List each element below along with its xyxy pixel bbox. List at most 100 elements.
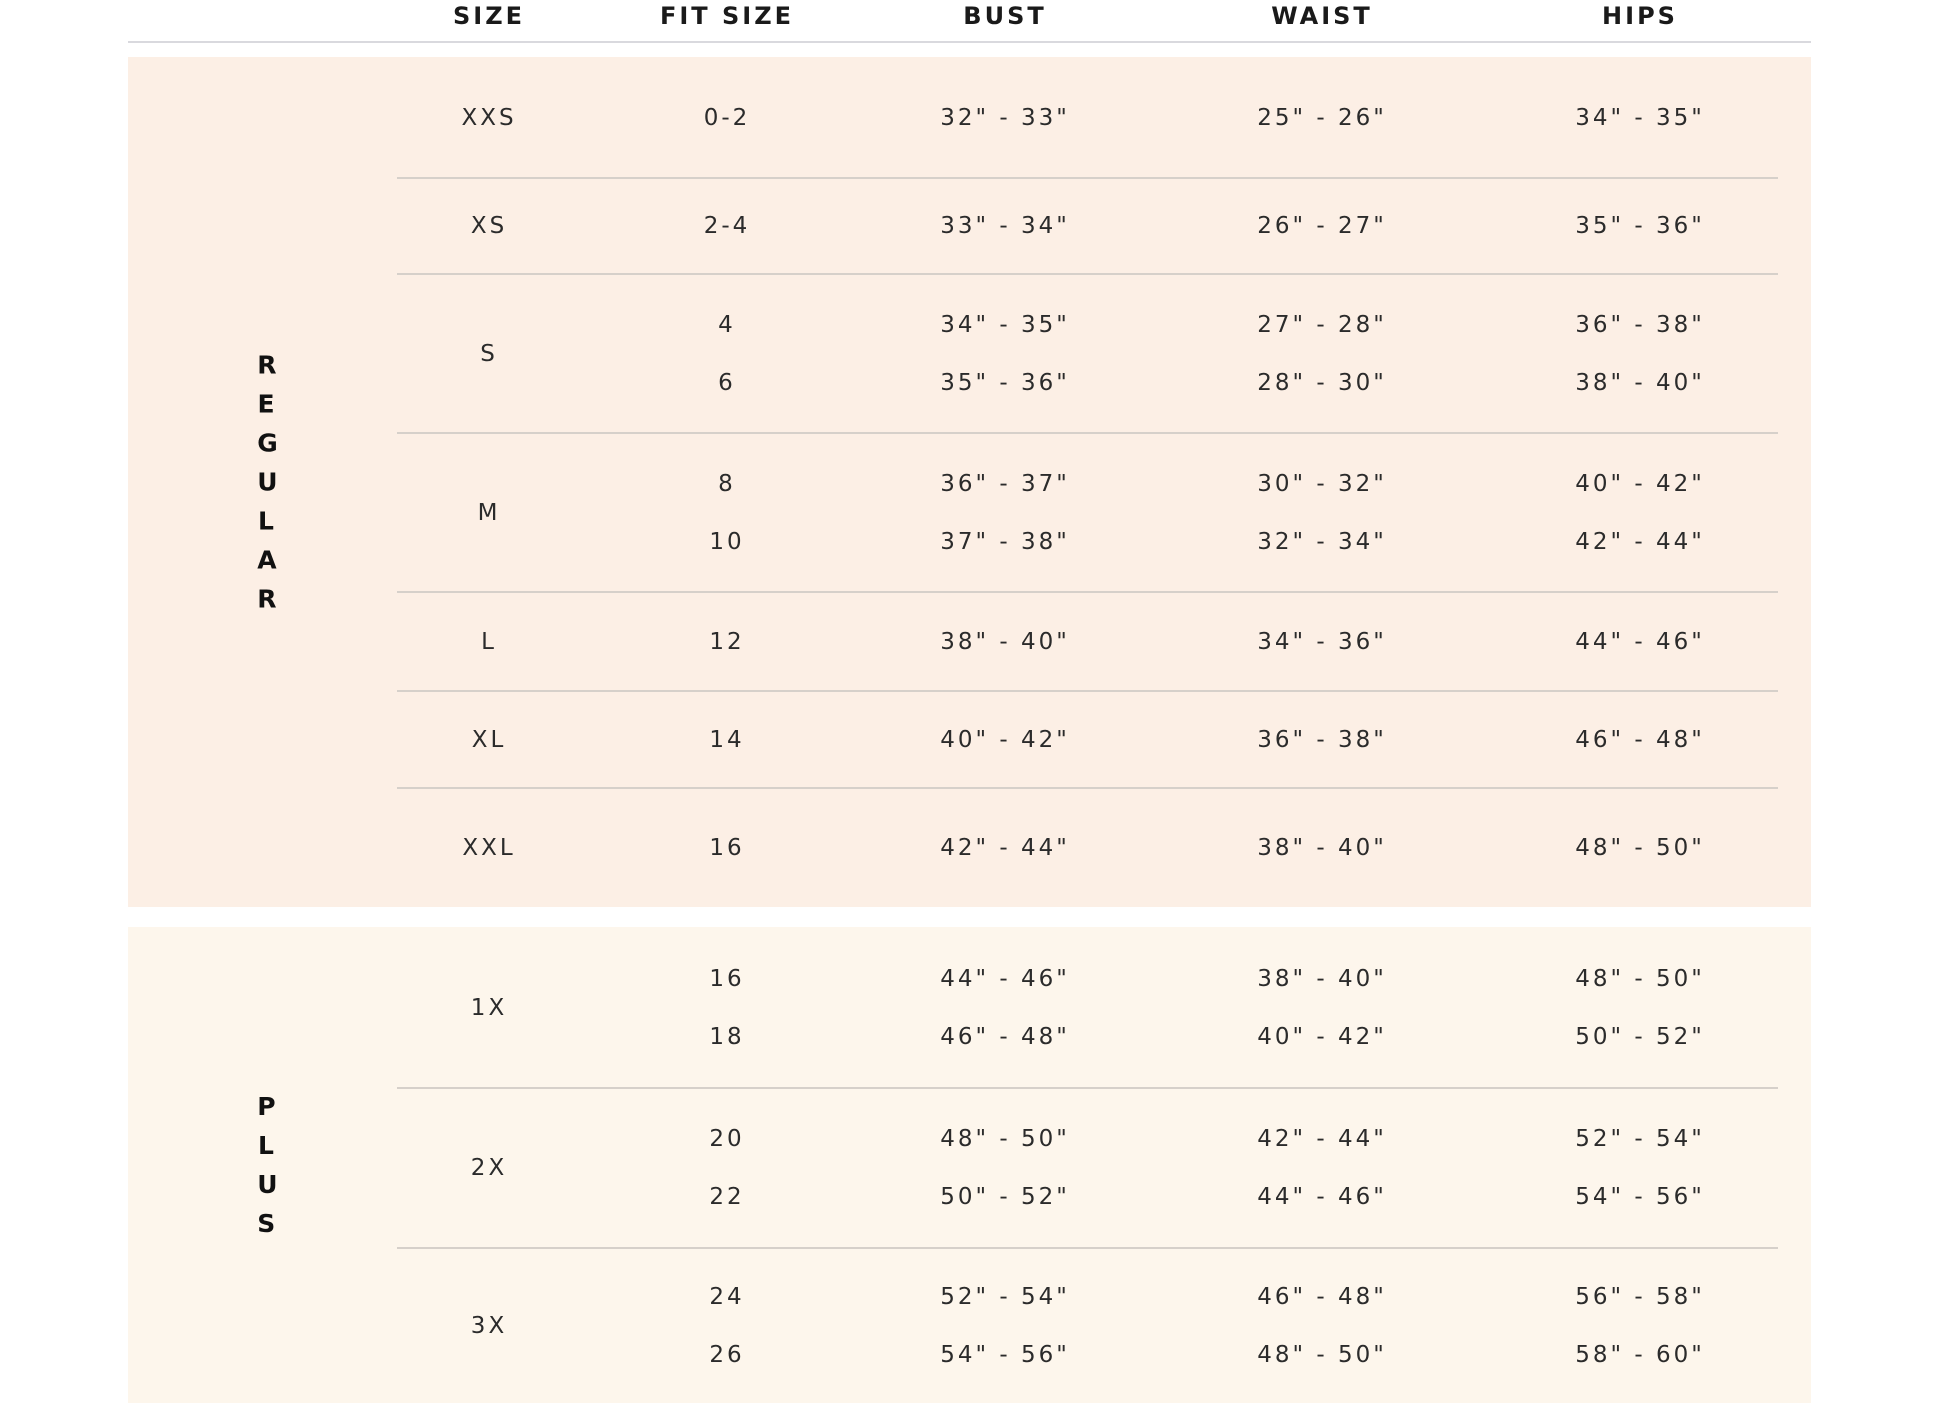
- measure-cell: 46" - 48": [1575, 727, 1705, 753]
- measure-cell: 40" - 42": [940, 727, 1070, 753]
- header-divider: [128, 41, 1811, 43]
- measure-cell: 36" - 38" 38" - 40": [1575, 312, 1705, 396]
- measure-cell: 38" - 40" 40" - 42": [1257, 966, 1387, 1050]
- measure-value: 33" - 34": [940, 213, 1070, 239]
- measure-cell: 8 10: [709, 471, 744, 555]
- measure-cell: 56" - 58" 58" - 60": [1575, 1284, 1705, 1368]
- measure-cell: 46" - 48" 48" - 50": [1257, 1284, 1387, 1368]
- measure-value: 58" - 60": [1575, 1341, 1705, 1368]
- size-section: PLUS 1X 16 18 44" - 46" 46" - 48" 38" - 40" 40"…: [128, 927, 1811, 1403]
- size-row: XL 14 40" - 42" 36" - 38" 46" - 48": [128, 690, 1811, 788]
- measure-cell: 34" - 35": [1575, 105, 1705, 131]
- measure-value: 4: [718, 311, 736, 338]
- size-cell: 2X: [470, 1155, 508, 1181]
- measure-value: 38" - 40": [1575, 369, 1705, 396]
- measure-cell: 44" - 46": [1575, 629, 1705, 655]
- measure-value: 42" - 44": [1257, 1126, 1387, 1152]
- measure-cell: 33" - 34": [940, 213, 1070, 239]
- measure-cell: 24 26: [709, 1284, 744, 1368]
- measure-cell: 14: [709, 727, 744, 753]
- measure-value: 16: [709, 965, 745, 992]
- measure-value: 36" - 37": [940, 470, 1070, 497]
- column-header: BUST: [963, 2, 1047, 30]
- measure-value: 32" - 33": [940, 104, 1070, 131]
- measure-value: 34" - 35": [1575, 104, 1705, 131]
- size-cell: M: [477, 499, 501, 526]
- measure-value: 28" - 30": [1257, 369, 1387, 396]
- row-divider: [397, 690, 1778, 692]
- measure-value: 36" - 38": [1575, 311, 1705, 338]
- measure-cell: 52" - 54" 54" - 56": [1575, 1126, 1705, 1210]
- measure-value: 44" - 46": [940, 965, 1070, 992]
- measure-cell: 38" - 40": [1257, 835, 1387, 861]
- measure-value: 22: [709, 1184, 745, 1210]
- measure-cell: 0-2: [704, 105, 751, 131]
- size-cell: XXS: [461, 104, 517, 131]
- measure-cell: 38" - 40": [940, 629, 1070, 655]
- size-row: 1X 16 18 44" - 46" 46" - 48" 38" - 40" 40" - 4…: [128, 927, 1811, 1088]
- measure-value: 46" - 48": [1575, 726, 1705, 753]
- measure-cell: 40" - 42" 42" - 44": [1575, 471, 1705, 555]
- measure-cell: 36" - 38": [1257, 727, 1387, 753]
- measure-cell: 48" - 50" 50" - 52": [940, 1126, 1070, 1210]
- measure-value: 8: [718, 470, 736, 497]
- measure-value: 34" - 35": [940, 311, 1070, 338]
- size-row: 2X 20 22 48" - 50" 50" - 52" 42" - 44" 44" - 4…: [128, 1087, 1811, 1248]
- measure-cell: 20 22: [709, 1126, 744, 1210]
- measure-value: 12: [709, 628, 745, 655]
- measure-cell: 34" - 35" 35" - 36": [940, 312, 1070, 396]
- size-row: S 4 6 34" - 35" 35" - 36" 27" - 28" 28" - 30" 3…: [128, 273, 1811, 433]
- size-row: L 12 38" - 40" 34" - 36" 44" - 46": [128, 591, 1811, 691]
- measure-value: 38" - 40": [1257, 965, 1387, 992]
- measure-value: 27" - 28": [1257, 311, 1387, 338]
- measure-value: 10: [709, 528, 745, 555]
- row-divider: [397, 1087, 1778, 1089]
- measure-value: 18: [709, 1023, 745, 1050]
- measure-value: 32" - 34": [1257, 528, 1387, 555]
- measure-cell: 35" - 36": [1575, 213, 1705, 239]
- row-divider: [397, 273, 1778, 275]
- measure-value: 40" - 42": [940, 726, 1070, 753]
- measure-value: 2-4: [703, 213, 751, 239]
- column-header: FIT SIZE: [659, 2, 795, 30]
- size-row: M 8 10 36" - 37" 37" - 38" 30" - 32" 32" - 34"…: [128, 432, 1811, 592]
- measure-value: 48" - 50": [1575, 965, 1705, 992]
- measure-value: 26: [709, 1341, 745, 1368]
- size-row: XS 2-4 33" - 34" 26" - 27" 35" - 36": [128, 177, 1811, 274]
- measure-value: 46" - 48": [1257, 1283, 1387, 1310]
- section-label: REGULAR: [257, 350, 278, 614]
- size-row: XXL 16 42" - 44" 38" - 40" 48" - 50": [128, 787, 1811, 907]
- row-divider: [397, 177, 1778, 179]
- measure-value: 34" - 36": [1257, 628, 1387, 655]
- size-cell: S: [480, 340, 498, 367]
- measure-cell: 26" - 27": [1257, 213, 1387, 239]
- measure-value: 25" - 26": [1257, 104, 1387, 131]
- measure-value: 42" - 44": [1575, 528, 1705, 555]
- row-divider: [397, 432, 1778, 434]
- measure-value: 50" - 52": [940, 1184, 1070, 1210]
- measure-value: 35" - 36": [1575, 213, 1705, 239]
- measure-value: 16: [709, 834, 745, 861]
- measure-cell: 27" - 28" 28" - 30": [1257, 312, 1387, 396]
- size-cell: XXL: [462, 834, 516, 861]
- measure-cell: 25" - 26": [1257, 105, 1387, 131]
- column-header: SIZE: [452, 2, 526, 30]
- measure-value: 24: [709, 1283, 745, 1310]
- row-divider: [397, 1247, 1778, 1249]
- measure-value: 48" - 50": [1257, 1341, 1387, 1368]
- measure-value: 52" - 54": [940, 1283, 1070, 1310]
- size-cell: XS: [470, 213, 508, 239]
- measure-value: 48" - 50": [940, 1126, 1070, 1152]
- size-cell: XL: [471, 726, 507, 753]
- measure-value: 6: [718, 369, 736, 396]
- size-row: XXS 0-2 32" - 33" 25" - 26" 34" - 35": [128, 57, 1811, 178]
- header-row: SIZE FIT SIZE BUST WAIST HIPS: [0, 0, 1946, 42]
- measure-cell: 44" - 46" 46" - 48": [940, 966, 1070, 1050]
- measure-value: 54" - 56": [940, 1341, 1070, 1368]
- measure-cell: 36" - 37" 37" - 38": [940, 471, 1070, 555]
- measure-cell: 16 18: [709, 966, 744, 1050]
- measure-cell: 30" - 32" 32" - 34": [1257, 471, 1387, 555]
- measure-value: 40" - 42": [1575, 470, 1705, 497]
- measure-cell: 42" - 44": [940, 835, 1070, 861]
